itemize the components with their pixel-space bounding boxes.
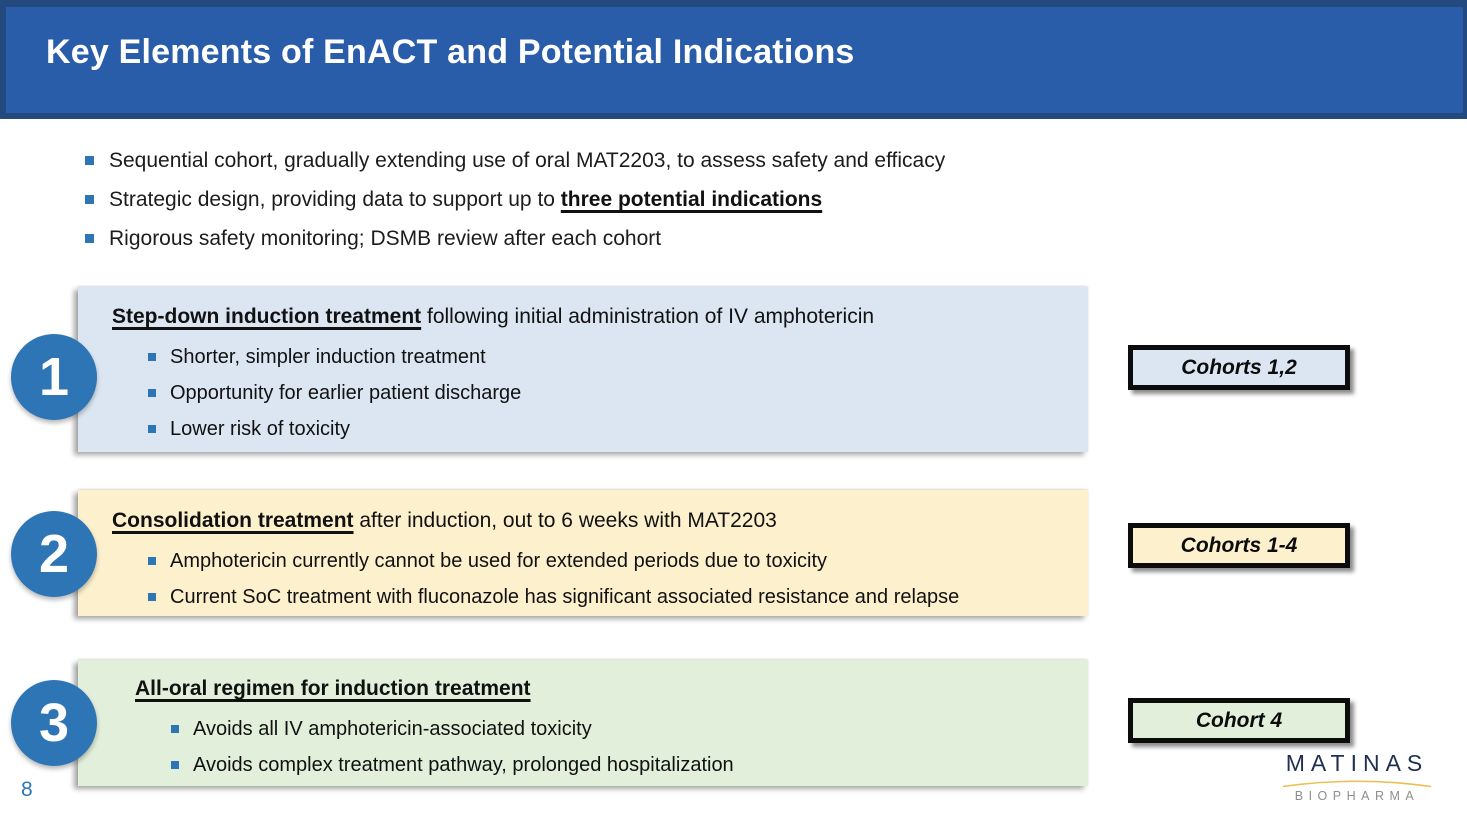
intro-bullet-2-text: Strategic design, providing data to supp… — [109, 187, 822, 213]
logo-wordmark: MATINAS — [1285, 750, 1429, 776]
slide-title: Key Elements of EnACT and Potential Indi… — [46, 33, 855, 71]
section-1-number: 1 — [38, 347, 70, 407]
section-2-bullet-1-text: Amphotericin currently cannot be used fo… — [170, 550, 828, 572]
intro-bullet-3-text: Rigorous safety monitoring; DSMB review … — [109, 227, 662, 250]
bullet-square-icon — [171, 761, 179, 769]
bullet-square-icon — [148, 353, 156, 361]
section-3-bullet-1-text: Avoids all IV amphotericin-associated to… — [193, 718, 592, 740]
bullet-square-icon — [148, 389, 156, 397]
section-2-number-badge: 2 — [11, 511, 97, 597]
section-3-heading: All-oral regimen for induction treatment — [135, 676, 1078, 702]
section-1-heading-rest: following initial administration of IV a… — [421, 305, 875, 328]
section-1-bullet-list: Shorter, simpler induction treatment Opp… — [112, 339, 1078, 447]
matinas-biopharma-logo: MATINAS BIOPHARMA — [1280, 750, 1434, 803]
section-2-bullet-2: Current SoC treatment with fluconazole h… — [148, 579, 1078, 615]
bullet-square-icon — [85, 195, 94, 204]
section-3-number: 3 — [38, 693, 70, 753]
intro-bullet-2-emphasis: three potential indications — [560, 188, 823, 211]
cohort-box-2: Cohorts 1-4 — [1128, 523, 1350, 568]
bullet-square-icon — [148, 425, 156, 433]
section-2-bullet-list: Amphotericin currently cannot be used fo… — [112, 543, 1078, 615]
section-1-bullet-1: Shorter, simpler induction treatment — [148, 339, 1078, 375]
bullet-square-icon — [148, 593, 156, 601]
section-2-heading-rest: after induction, out to 6 weeks with MAT… — [353, 509, 777, 532]
intro-bullet-2-pre: Strategic design, providing data to supp… — [109, 188, 561, 211]
bullet-square-icon — [85, 156, 94, 165]
cohort-box-1-label: Cohorts 1,2 — [1181, 355, 1297, 379]
page-number: 8 — [21, 778, 33, 801]
section-2-heading-emphasis: Consolidation treatment — [112, 509, 354, 532]
section-2-bullet-1: Amphotericin currently cannot be used fo… — [148, 543, 1078, 579]
section-2-number: 2 — [38, 524, 70, 584]
intro-bullet-1-text: Sequential cohort, gradually extending u… — [109, 149, 946, 172]
section-3-bullet-1: Avoids all IV amphotericin-associated to… — [171, 711, 1078, 747]
section-1-bullet-3-text: Lower risk of toxicity — [170, 418, 351, 440]
section-3-heading-emphasis: All-oral regimen for induction treatment — [135, 677, 531, 700]
bullet-square-icon — [171, 725, 179, 733]
bullet-square-icon — [148, 557, 156, 565]
section-1-bullet-1-text: Shorter, simpler induction treatment — [170, 346, 486, 368]
cohort-box-3-label: Cohort 4 — [1195, 708, 1283, 732]
section-3-bullet-2: Avoids complex treatment pathway, prolon… — [171, 747, 1078, 783]
section-2-bullet-2-text: Current SoC treatment with fluconazole h… — [170, 586, 960, 608]
bullet-square-icon — [85, 234, 94, 243]
logo-gold-arc-icon — [1282, 780, 1432, 788]
section-3-bullet-2-text: Avoids complex treatment pathway, prolon… — [193, 754, 734, 776]
logo-subtitle: BIOPHARMA — [1294, 789, 1420, 803]
section-2-panel: Consolidation treatment after induction,… — [78, 490, 1088, 616]
section-3-panel: All-oral regimen for induction treatment… — [78, 660, 1088, 786]
cohort-box-1: Cohorts 1,2 — [1128, 345, 1350, 390]
section-2-heading: Consolidation treatment after induction,… — [112, 508, 1078, 534]
title-bar: Key Elements of EnACT and Potential Indi… — [0, 0, 1467, 119]
section-3-bullet-list: Avoids all IV amphotericin-associated to… — [135, 711, 1078, 783]
section-1-bullet-2-text: Opportunity for earlier patient discharg… — [170, 382, 522, 404]
intro-bullet-1: Sequential cohort, gradually extending u… — [85, 148, 945, 174]
section-1-bullet-3: Lower risk of toxicity — [148, 411, 1078, 447]
intro-bullet-3: Rigorous safety monitoring; DSMB review … — [85, 226, 945, 252]
section-3-number-badge: 3 — [11, 680, 97, 766]
section-1-panel: Step-down induction treatment following … — [78, 287, 1088, 452]
section-1-bullet-2: Opportunity for earlier patient discharg… — [148, 375, 1078, 411]
intro-bullet-list: Sequential cohort, gradually extending u… — [85, 148, 945, 265]
intro-bullet-2: Strategic design, providing data to supp… — [85, 187, 945, 213]
section-1-heading-emphasis: Step-down induction treatment — [112, 305, 422, 328]
section-1-number-badge: 1 — [11, 334, 97, 420]
cohort-box-3: Cohort 4 — [1128, 698, 1350, 743]
cohort-box-2-label: Cohorts 1-4 — [1180, 533, 1298, 557]
section-1-heading: Step-down induction treatment following … — [112, 304, 1078, 330]
